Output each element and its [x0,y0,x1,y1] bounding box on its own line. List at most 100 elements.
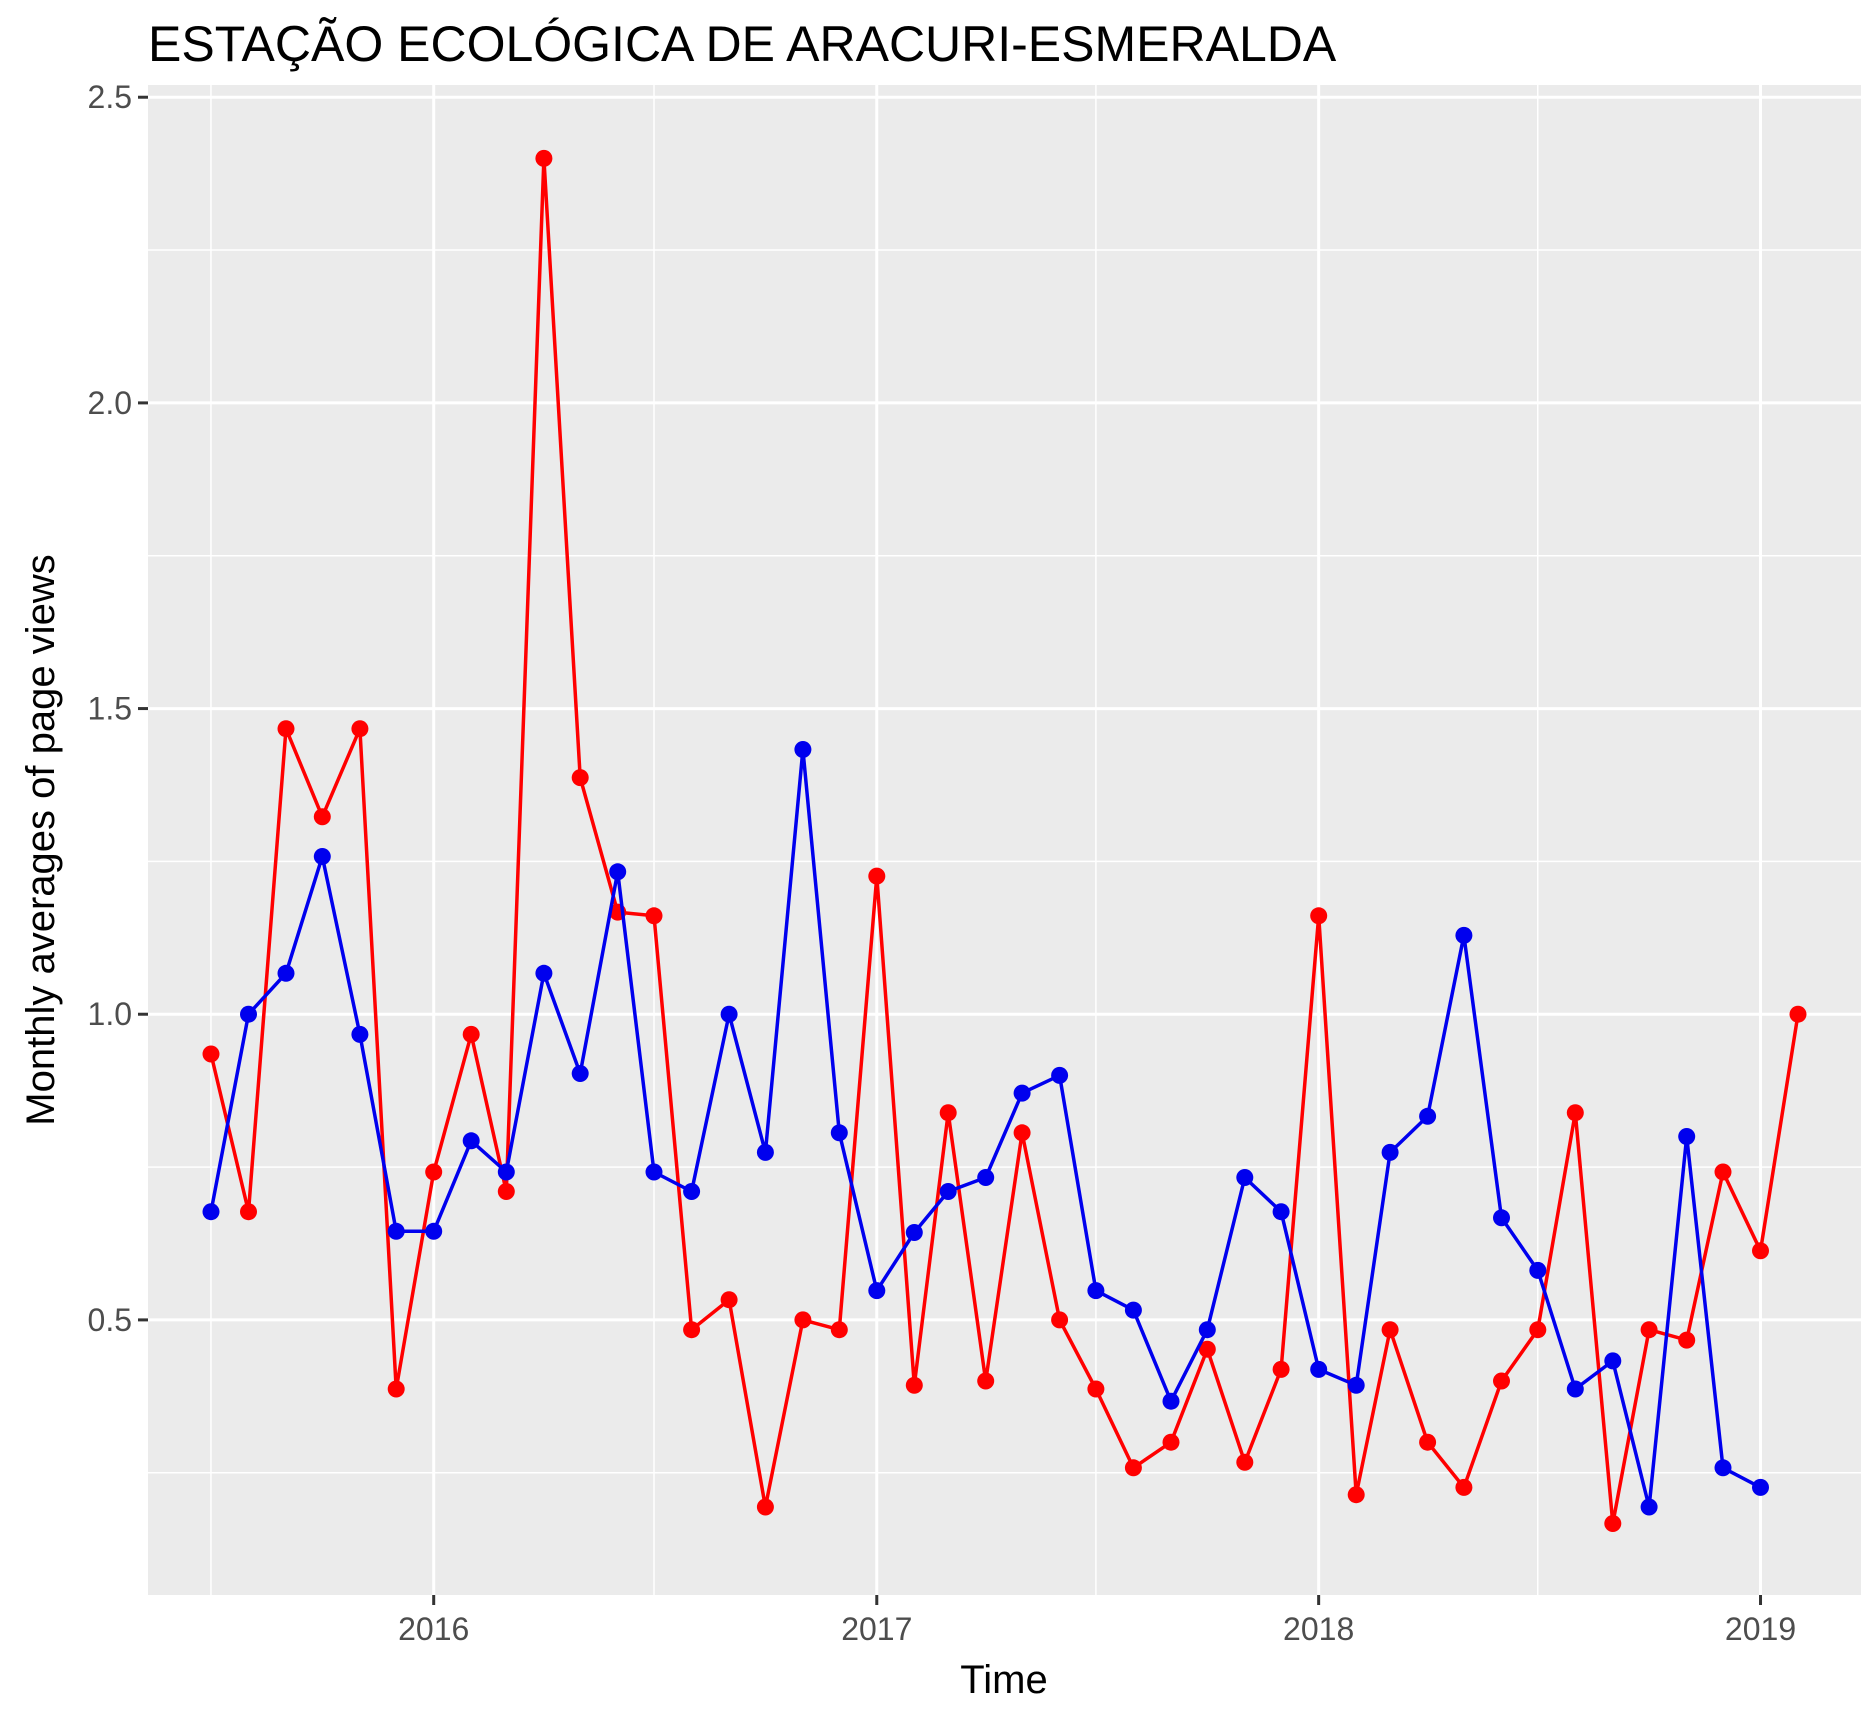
y-tick-label: 2.0 [88,385,132,421]
series-2-point [425,1222,443,1240]
series-2-point [1198,1321,1216,1339]
series-2-point [497,1163,515,1181]
y-axis: 0.5 1.0 1.5 2.0 2.5 [88,79,148,1338]
series-1-point [1419,1433,1437,1451]
series-1-point [351,720,369,738]
series-2-point [1051,1066,1069,1084]
series-1-point [1087,1380,1105,1398]
major-gridlines [148,85,1861,1595]
series-2-point [1714,1459,1732,1477]
x-tick-label: 2018 [1283,1611,1354,1647]
series-1-point [868,867,886,885]
series-2-point [240,1005,257,1023]
series-1-point [1493,1372,1510,1390]
series-2-point [1604,1352,1622,1370]
series-1-point [830,1321,848,1339]
series-1-point [202,1045,220,1063]
series-1-point [1381,1321,1399,1339]
series-1-point [462,1025,480,1043]
series-1-point [1162,1433,1180,1451]
y-tick-label: 2.5 [88,79,132,115]
series-1-point [425,1163,443,1181]
series-2-point [351,1025,369,1043]
series-2-point [794,741,812,758]
series-1-point [1789,1005,1807,1023]
series-2-point [1493,1209,1510,1227]
series-1-point [1124,1459,1142,1477]
series-2-point [1236,1169,1254,1186]
series-2-point [1640,1498,1658,1516]
y-tick-label: 0.5 [88,1302,132,1338]
series-2-point [1455,926,1473,944]
y-tick-label: 1.5 [88,691,132,727]
series-2-point [1752,1478,1769,1496]
series-2-point [387,1222,405,1240]
series-1-point [313,808,331,826]
series-1-point [571,769,589,787]
series-2-point [535,964,553,982]
series-1-point [1752,1242,1769,1260]
series-2-point [571,1065,589,1082]
series-1-point [645,907,663,925]
series-2-point [462,1132,480,1150]
series-1-point [1347,1486,1365,1504]
series-1-point [720,1291,738,1309]
series-2-point [1013,1084,1031,1102]
series-1-point [905,1376,923,1394]
series-2-point [1529,1261,1547,1279]
x-axis: 2016 2017 2018 2019 [398,1595,1796,1647]
series-1-point [277,720,295,738]
series-1-point [1640,1321,1658,1339]
series-2-point [939,1183,957,1200]
series-1-point [1013,1124,1031,1142]
series-2-point [720,1005,738,1023]
series-2-point [1162,1392,1180,1410]
series-2-point [645,1163,663,1181]
series-1-point [1529,1321,1547,1339]
series-2-point [1678,1128,1696,1145]
series-1-point [497,1183,515,1200]
series-1-point [794,1311,812,1329]
series-2-point [1124,1301,1142,1319]
series-layer [202,149,1807,1532]
series-2-point [277,964,295,982]
y-tick-label: 1.0 [88,996,132,1032]
series-1-point [756,1498,774,1516]
series-1-point [939,1104,957,1122]
series-2-point [683,1183,701,1200]
series-2-point [868,1282,886,1300]
series-2-point [1419,1107,1437,1125]
series-2-point [905,1224,923,1241]
series-2-point [1347,1376,1365,1394]
x-tick-label: 2017 [841,1611,912,1647]
series-1-point [1455,1478,1473,1496]
series-1-point [387,1380,405,1398]
x-axis-title: Time [960,1658,1047,1702]
series-1-point [1678,1331,1696,1349]
series-2-point [1566,1380,1584,1398]
series-1-point [1604,1515,1622,1532]
series-1-point [1714,1163,1732,1181]
series-2-point [1272,1203,1290,1221]
x-tick-label: 2019 [1725,1611,1796,1647]
series-2-point [1087,1282,1105,1300]
x-tick-label: 2016 [398,1611,469,1647]
series-1-point [1566,1104,1584,1122]
series-1-point [240,1203,257,1221]
series-2-point [1381,1143,1399,1161]
series-1-point [1310,907,1328,925]
series-1-point [1198,1340,1216,1358]
series-2-point [756,1143,774,1161]
series-2-point [830,1124,848,1142]
series-2-point [609,863,627,881]
series-1-point [535,149,553,167]
series-2-point [202,1203,220,1221]
series-1-point [1272,1360,1290,1378]
series-1-point [1236,1453,1254,1471]
chart-title: ESTAÇÃO ECOLÓGICA DE ARACURI-ESMERALDA [148,16,1337,72]
series-2-point [977,1169,995,1186]
series-1-point [977,1372,995,1390]
series-1-point [683,1321,701,1339]
series-2-point [313,848,331,865]
